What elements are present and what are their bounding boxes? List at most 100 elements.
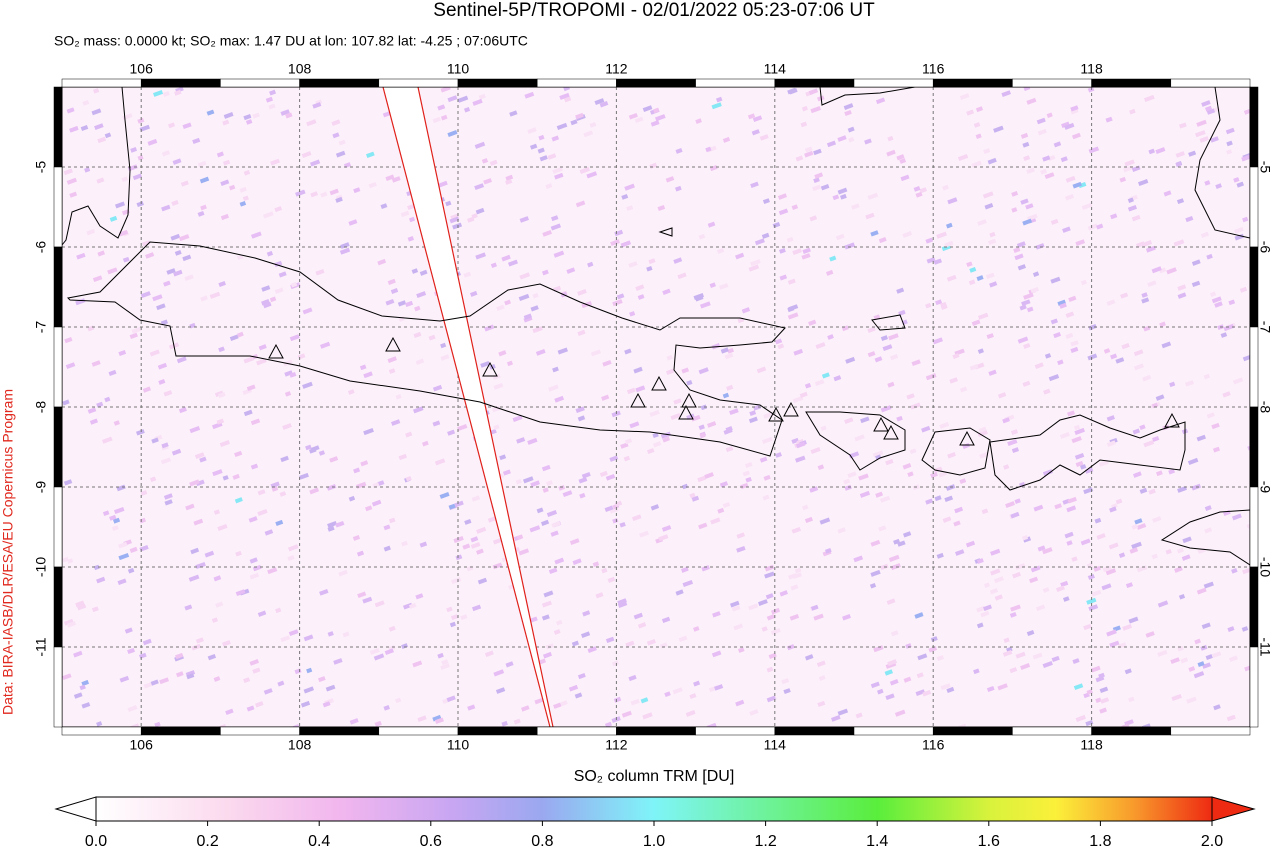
frame-band xyxy=(853,726,934,736)
pixel xyxy=(309,447,317,454)
pixel xyxy=(502,469,511,476)
pixel xyxy=(1091,589,1102,597)
pixel xyxy=(411,268,419,274)
pixel xyxy=(867,326,876,333)
pixel xyxy=(858,473,869,481)
pixel xyxy=(698,424,705,431)
pixel xyxy=(664,691,671,697)
pixel xyxy=(984,202,994,210)
pixel xyxy=(388,625,396,632)
pixel xyxy=(1017,264,1026,271)
pixel xyxy=(1127,197,1134,203)
pixel xyxy=(826,140,836,148)
pixel xyxy=(887,135,894,142)
pixel xyxy=(1042,155,1051,162)
pixel xyxy=(217,523,228,531)
pixel xyxy=(1066,540,1073,546)
pixel xyxy=(532,326,543,334)
pixel xyxy=(104,396,111,403)
pixel xyxy=(1188,666,1196,672)
pixel xyxy=(409,602,417,609)
pixel xyxy=(492,405,501,413)
pixel xyxy=(234,497,243,504)
pixel xyxy=(1050,318,1058,325)
pixel xyxy=(178,406,187,414)
frame-band xyxy=(1170,726,1251,736)
pixel xyxy=(791,526,801,534)
pixel xyxy=(269,89,277,96)
pixel xyxy=(935,299,943,306)
pixel xyxy=(189,479,200,487)
pixel xyxy=(243,356,255,364)
pixel xyxy=(896,287,905,294)
pixel xyxy=(285,112,293,119)
pixel xyxy=(140,490,148,496)
graticule xyxy=(62,87,1250,727)
pixel xyxy=(319,341,331,349)
pixel xyxy=(724,352,734,360)
pixel xyxy=(993,125,1004,133)
pixel xyxy=(1002,417,1010,424)
pixel xyxy=(705,146,712,153)
pixel xyxy=(102,510,110,517)
pixel xyxy=(1075,239,1086,247)
pixel xyxy=(113,420,120,426)
pixel xyxy=(223,112,234,119)
pixel xyxy=(481,158,489,164)
pixel xyxy=(263,211,274,219)
pixel xyxy=(66,107,75,114)
pixel xyxy=(1133,349,1144,357)
map-area xyxy=(62,87,1250,727)
colorbar-tick-label: 1.6 xyxy=(978,833,1000,850)
y-tick-label-left: -6 xyxy=(33,241,49,254)
pixel xyxy=(1227,626,1235,632)
pixel xyxy=(977,430,988,438)
pixel xyxy=(977,219,987,226)
pixel xyxy=(263,688,273,695)
pixel xyxy=(522,476,534,484)
pixel xyxy=(944,495,954,503)
pixel xyxy=(884,669,893,676)
pixel xyxy=(556,122,568,130)
pixel xyxy=(93,88,100,94)
pixel xyxy=(1132,428,1141,435)
pixel xyxy=(872,450,884,458)
pixel xyxy=(73,650,83,658)
pixel xyxy=(1211,296,1222,304)
pixel xyxy=(575,112,584,120)
pixel xyxy=(1106,299,1116,306)
pixel xyxy=(440,342,447,349)
coastline-borneo xyxy=(819,87,1250,239)
pixel xyxy=(342,631,350,638)
pixel xyxy=(170,233,181,241)
pixel xyxy=(1106,415,1115,422)
pixel xyxy=(1098,459,1109,467)
pixel xyxy=(329,456,339,463)
pixel xyxy=(583,130,594,138)
pixel xyxy=(257,509,268,517)
pixel xyxy=(432,116,441,124)
pixel xyxy=(1012,571,1021,579)
pixel xyxy=(1209,291,1217,298)
pixel xyxy=(288,629,299,637)
pixel xyxy=(1053,141,1062,148)
pixel xyxy=(204,550,215,558)
pixel xyxy=(1148,148,1155,155)
pixel xyxy=(1229,655,1238,662)
pixel xyxy=(1145,245,1156,253)
pixel xyxy=(770,628,781,635)
pixel xyxy=(516,437,526,444)
pixel xyxy=(495,687,506,694)
pixel xyxy=(243,170,251,176)
pixel xyxy=(270,481,280,489)
pixel xyxy=(168,122,176,129)
pixel xyxy=(163,493,173,500)
pixel xyxy=(637,294,645,300)
pixel xyxy=(1242,355,1250,362)
pixel xyxy=(91,606,99,613)
pixel xyxy=(254,701,264,708)
pixel xyxy=(1042,660,1053,668)
pixel xyxy=(303,686,315,694)
pixel xyxy=(109,514,117,521)
pixel xyxy=(983,582,991,589)
